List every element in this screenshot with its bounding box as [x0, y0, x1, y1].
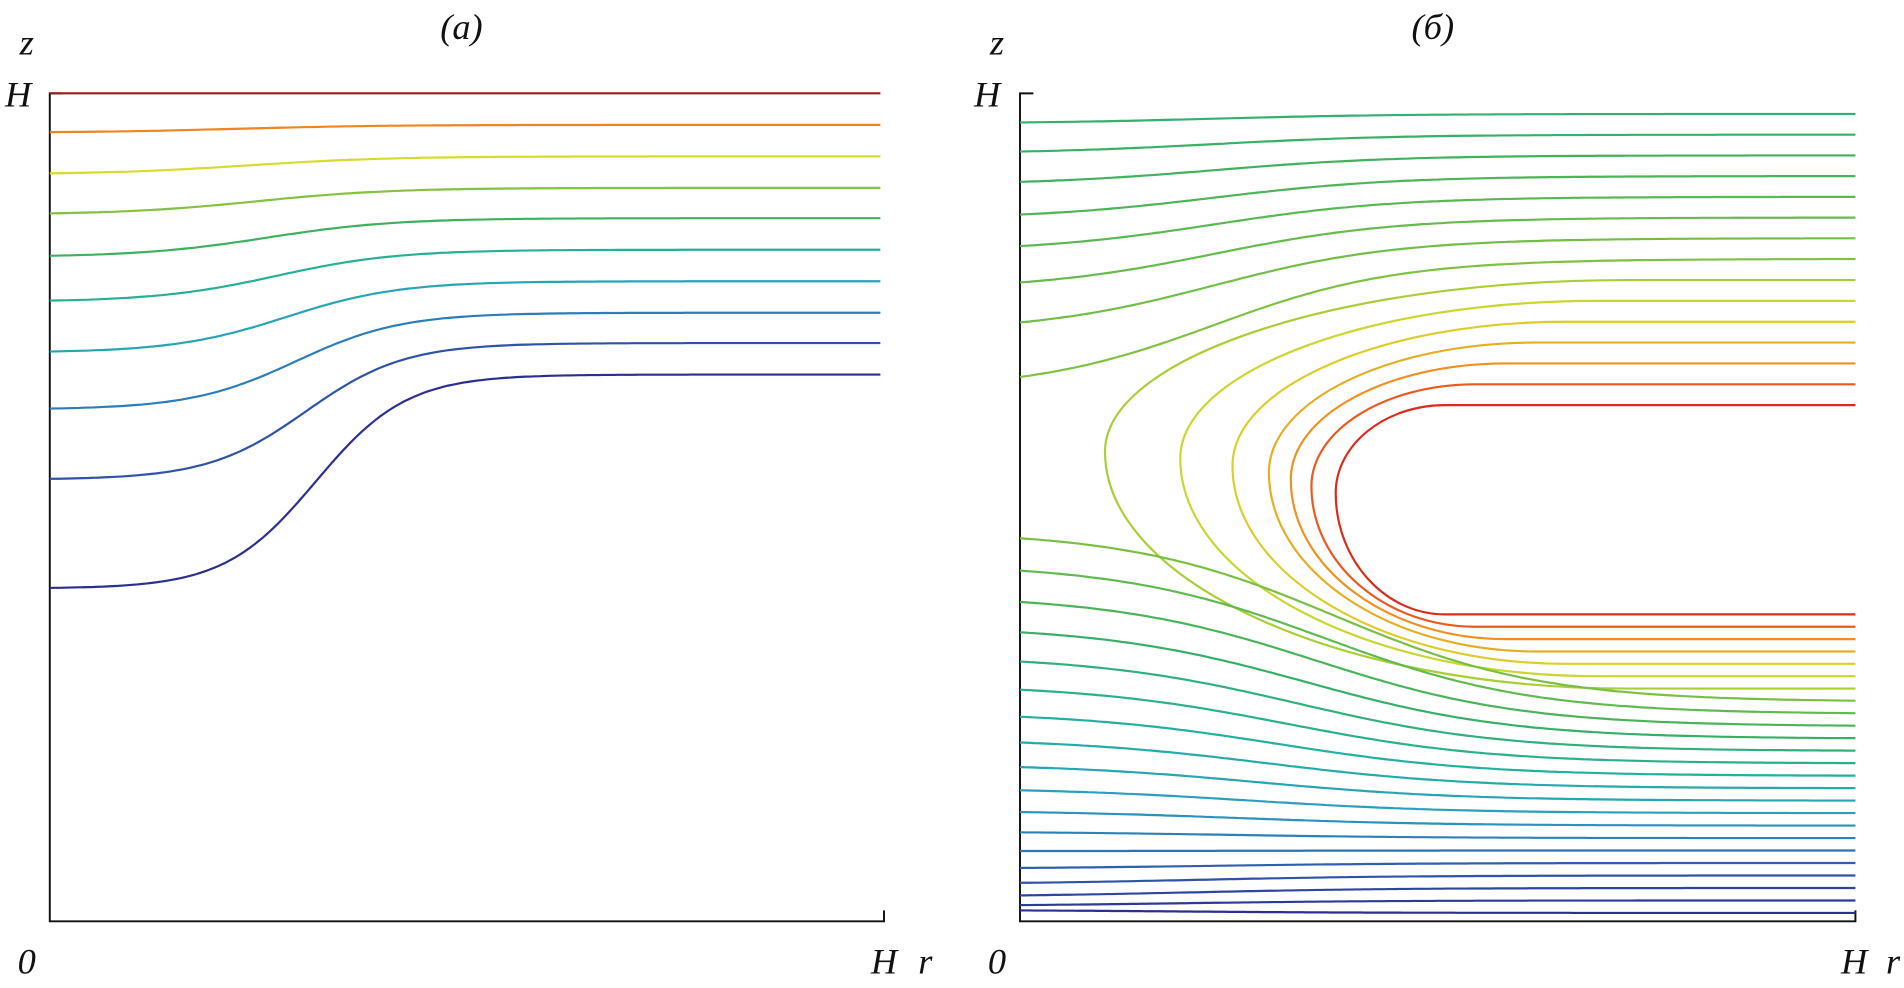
- contour-line: [1019, 537, 1856, 702]
- contour-line: [1019, 874, 1856, 884]
- y-max-label: H: [973, 75, 1002, 115]
- contour-line: [1289, 362, 1856, 641]
- contour-line: [49, 155, 881, 175]
- contour-line: [1019, 715, 1856, 777]
- panel-label: (а): [440, 7, 482, 47]
- contour-line: [1310, 383, 1856, 628]
- contour-line: [1019, 112, 1856, 124]
- contour-line: [1019, 237, 1856, 324]
- contour-line: [1019, 175, 1856, 216]
- contour-line: [49, 311, 881, 410]
- panel-b: (б) z H 0 H r: [973, 7, 1901, 982]
- panel-label: (б): [1412, 7, 1455, 47]
- contour-line: [1019, 600, 1856, 727]
- contour-line: [1019, 688, 1856, 765]
- contour-line: [1267, 341, 1856, 653]
- contour-line: [1019, 789, 1856, 815]
- contour-line: [49, 217, 881, 257]
- y-axis-label: z: [19, 23, 34, 63]
- contour-line: [1231, 320, 1856, 665]
- axes: [1019, 92, 1857, 923]
- contour-line: [1019, 133, 1856, 153]
- origin-label: 0: [18, 941, 36, 981]
- x-max-label: H: [870, 941, 899, 981]
- x-axis-label: r: [918, 941, 933, 981]
- contour-line: [49, 186, 881, 215]
- contour-line: [1019, 631, 1856, 740]
- contour-line: [1019, 811, 1856, 827]
- panel-a: (а) z H 0 H r: [4, 7, 933, 982]
- contour-line: [1019, 257, 1856, 379]
- contour-line: [1019, 765, 1856, 802]
- contour-line: [1019, 660, 1856, 752]
- contour-line: [49, 280, 881, 353]
- contour-line: [1019, 861, 1856, 870]
- contour-line: [1019, 741, 1856, 790]
- contour-line: [49, 123, 881, 134]
- origin-label: 0: [988, 941, 1006, 981]
- contour-line: [1019, 154, 1856, 183]
- contour-line: [1019, 569, 1856, 715]
- y-max-label: H: [4, 75, 33, 115]
- contour-line: [1019, 195, 1856, 248]
- contour-line: [49, 341, 881, 480]
- contour-line: [1019, 899, 1856, 907]
- contour-line: [49, 373, 881, 590]
- x-max-label: H: [1840, 941, 1869, 981]
- contour-line: [1334, 404, 1856, 616]
- y-axis-label: z: [989, 23, 1004, 63]
- contour-line: [1019, 909, 1856, 915]
- contour-line: [1179, 299, 1856, 678]
- contour-line: [49, 248, 881, 302]
- x-axis-label: r: [1886, 941, 1901, 981]
- contour-line: [1019, 831, 1856, 840]
- contour-line: [1019, 216, 1856, 284]
- contour-line: [1019, 886, 1856, 897]
